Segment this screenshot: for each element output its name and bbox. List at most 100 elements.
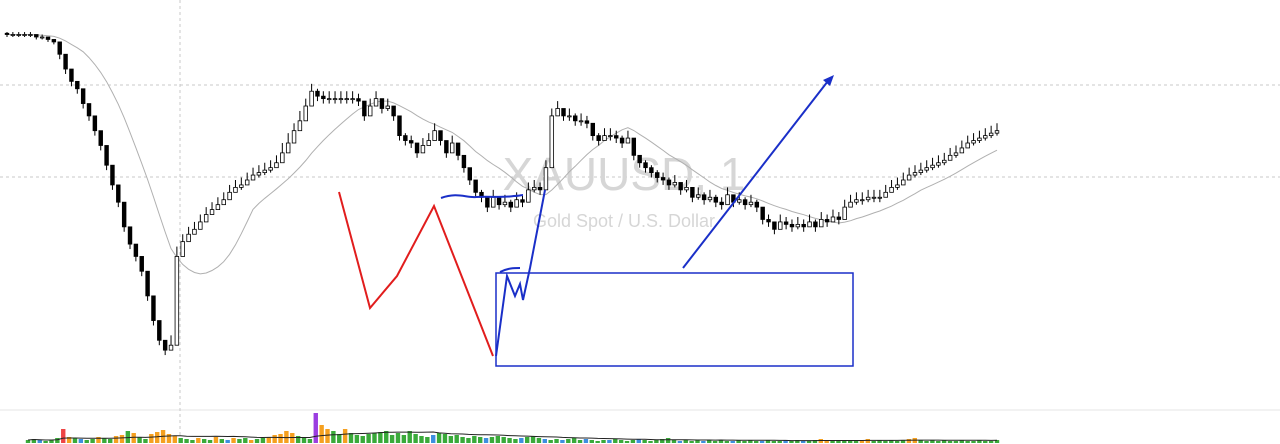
drawings[interactable] [338,75,854,367]
volume-bar [466,438,471,443]
volume-bar [889,440,894,443]
candle-up [209,209,215,215]
candle-down [561,108,566,117]
volume-bar [436,433,442,443]
candle-up [983,135,988,139]
volume-bar [613,439,618,443]
volume-bar [777,441,782,443]
candle-up [988,132,994,137]
volume-bar [143,439,148,443]
volume-bar [431,435,436,443]
volume-bar [795,440,800,443]
volume-bar [818,439,824,443]
volume-bar [595,441,600,443]
candle-down [643,162,648,169]
volume-bar [830,441,835,443]
candle-up [309,90,314,107]
volume-bar [988,441,994,443]
volume-bar [648,441,653,443]
volume-bar [571,438,577,443]
volume-bar [883,441,888,443]
candle-down [34,34,39,38]
volume-bar [137,437,142,443]
candle-up [526,189,531,203]
candle-down [403,135,408,141]
candle-up [332,98,338,101]
candle-down [51,39,57,43]
candle-up [578,120,584,123]
blue-level-scribble[interactable] [440,194,524,199]
volume-bar [566,439,571,443]
candle-up [871,196,877,199]
candle-up [953,152,959,156]
volume-bar [759,441,765,443]
volume-bar [372,433,377,443]
red-zigzag-drawing[interactable] [338,191,494,357]
volume-bar [366,434,371,443]
candle-down [590,122,596,137]
volume-average-line [27,431,998,442]
candle-down [444,140,449,154]
volume-bar [25,440,31,443]
candle-down [678,182,683,191]
volume-bar [495,436,501,443]
candle-up [555,108,560,117]
candle-up [16,34,21,36]
volume-bar [577,440,583,443]
candle-down [69,68,74,82]
volume-bar [61,429,66,443]
volume-bar [360,436,365,443]
watermark-description: Gold Spot / U.S. Dollar [533,211,715,231]
candle-up [303,105,308,122]
candle-up [549,115,555,169]
volume-bar [113,436,119,443]
volume-bar [836,440,841,443]
candle-down [719,201,724,206]
volume-bar [49,440,54,443]
volume-bar [701,441,706,443]
candle-down [573,115,578,122]
volume-bar [66,437,72,443]
candle-up [696,194,701,198]
candle-down [362,100,367,117]
candle-up [203,214,209,223]
candle-up [502,201,508,206]
volume-bar [31,439,37,443]
volume-bar [707,440,712,443]
candle-down [116,184,121,203]
volume-bar [924,441,929,443]
volume-bar [665,438,671,443]
blue-zigzag-drawing[interactable] [495,189,546,357]
candle-down [127,226,133,245]
volume-bar [337,434,342,443]
candle-down [772,221,777,230]
volume-bar [313,413,318,443]
volume-bar [149,434,154,443]
candle-down [760,206,765,220]
blue-short-scribble[interactable] [499,267,521,273]
candle-down [4,32,10,35]
volume-bar [96,437,101,443]
candle-up [608,135,613,138]
consolidation-rectangle[interactable] [495,272,854,367]
candle-up [807,221,812,228]
volume-bar [930,440,935,443]
candle-down [356,98,361,102]
candle-up [906,174,912,181]
blue-trend-arrow[interactable] [682,80,829,269]
candle-up [684,186,689,191]
volume-bar [354,435,360,443]
candle-up [942,159,947,164]
volume-bar [472,436,477,443]
candle-down [104,145,109,166]
candle-down [584,120,590,124]
volume-bar [601,440,606,443]
volume-bar [219,439,224,443]
candle-down [655,172,660,178]
candle-up [221,199,226,206]
volume-bar [119,435,125,443]
candle-down [789,223,795,228]
candle-down [508,201,514,208]
volume-bar [201,439,207,443]
